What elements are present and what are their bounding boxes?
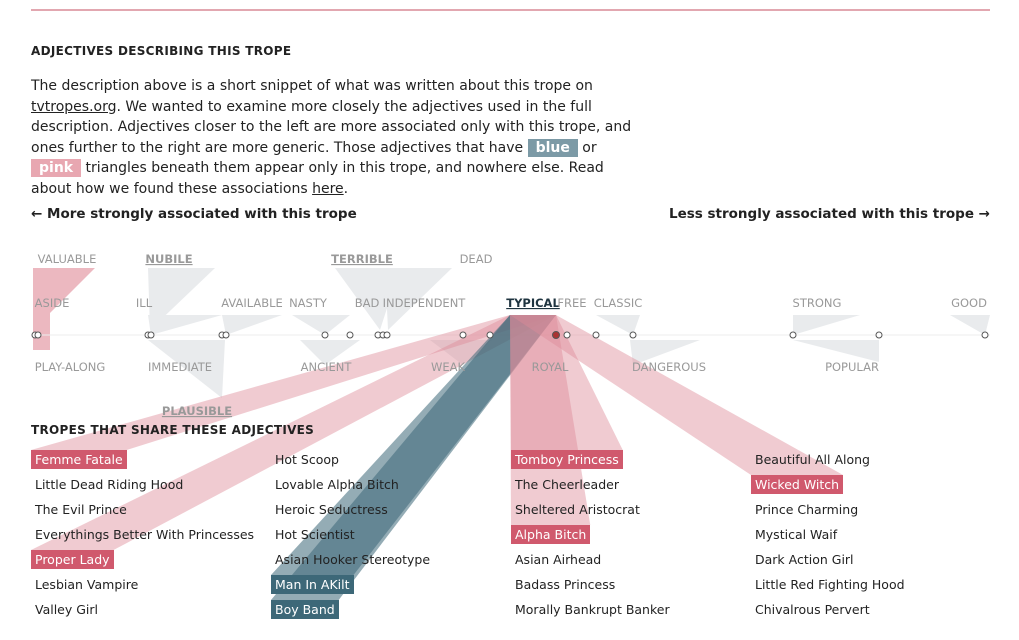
text: . xyxy=(343,180,349,197)
trope[interactable]: Little Red Fighting Hood xyxy=(755,577,905,592)
trope[interactable]: Man In AKilt xyxy=(271,575,354,594)
trope[interactable]: Femme Fatale xyxy=(31,450,127,469)
adjective: WEAK xyxy=(431,360,466,374)
adjective: AVAILABLE xyxy=(221,296,283,310)
trope[interactable]: The Cheerleader xyxy=(515,477,619,492)
trope[interactable]: Mystical Waif xyxy=(755,527,838,542)
dots xyxy=(31,331,989,339)
association-band xyxy=(31,315,556,550)
trope[interactable]: Proper Lady xyxy=(31,550,114,569)
adjective: NASTY xyxy=(289,296,328,310)
adjective: DEAD xyxy=(460,252,493,266)
triangles xyxy=(148,268,990,398)
adjective: BAD xyxy=(355,296,380,310)
adjective: NUBILE xyxy=(145,252,192,266)
text: or xyxy=(577,139,597,156)
association-band xyxy=(31,315,556,450)
trope[interactable]: Valley Girl xyxy=(35,602,99,617)
trope[interactable]: Tomboy Princess xyxy=(511,450,623,469)
left-label: ← More strongly associated with this tro… xyxy=(31,206,357,222)
trope[interactable]: Asian Hooker Stereotype xyxy=(275,552,431,567)
pink-badge: pink xyxy=(31,159,82,177)
adjective: TYPICAL xyxy=(506,296,560,310)
association-band xyxy=(510,315,844,475)
trope[interactable]: Sheltered Aristocrat xyxy=(515,502,640,517)
adjective: IMMEDIATE xyxy=(148,360,212,374)
trope[interactable]: Lovable Alpha Bitch xyxy=(275,477,399,492)
trope[interactable]: Badass Princess xyxy=(515,577,616,592)
blue-badge: blue xyxy=(527,138,578,157)
trope[interactable]: Prince Charming xyxy=(755,502,859,517)
adjective: DANGEROUS xyxy=(632,360,706,374)
trope[interactable]: Wicked Witch xyxy=(751,475,844,494)
section-title: ADJECTIVES DESCRIBING THIS TROPE xyxy=(31,44,292,58)
trope[interactable]: Morally Bankrupt Banker xyxy=(515,602,670,617)
adjective: ROYAL xyxy=(532,360,569,374)
association-band xyxy=(510,315,591,525)
trope[interactable]: Asian Airhead xyxy=(515,552,602,567)
trope[interactable]: Everythings Better With Princesses xyxy=(35,527,255,542)
text: triangles beneath them appear only in th… xyxy=(31,160,604,197)
trope[interactable]: Heroic Seductress xyxy=(275,502,388,517)
adjective: TERRIBLE xyxy=(331,252,393,266)
link[interactable]: tvtropes.org xyxy=(31,98,117,115)
adjective: VALUABLE xyxy=(38,252,97,266)
trope[interactable]: The Evil Prince xyxy=(35,502,127,517)
trope[interactable]: Lesbian Vampire xyxy=(35,577,139,592)
adjective: ASIDE xyxy=(35,296,70,310)
link[interactable]: here xyxy=(312,180,344,197)
association-band xyxy=(510,315,623,450)
adjective: PLAUSIBLE xyxy=(162,404,232,418)
trope[interactable]: Beautiful All Along xyxy=(755,452,870,467)
adjective: ILL xyxy=(136,296,153,310)
adjective: POPULAR xyxy=(825,360,879,374)
adjective: CLASSIC xyxy=(594,296,643,310)
trope[interactable]: Dark Action Girl xyxy=(755,552,854,567)
adjective: INDEPENDENT xyxy=(383,296,467,310)
adjective: ANCIENT xyxy=(301,360,353,374)
adjective: STRONG xyxy=(793,296,842,310)
trope[interactable]: Hot Scientist xyxy=(275,527,355,542)
trope[interactable]: Alpha Bitch xyxy=(511,525,591,544)
right-label: Less strongly associated with this trope… xyxy=(668,206,990,222)
trope[interactable]: Chivalrous Pervert xyxy=(755,602,870,617)
description: The description above is a short snippet… xyxy=(31,76,641,199)
adjective: GOOD xyxy=(951,296,987,310)
association-band xyxy=(271,315,556,600)
adjective: FREE xyxy=(557,296,586,310)
adjective: PLAY-ALONG xyxy=(35,360,106,374)
trope[interactable]: Little Dead Riding Hood xyxy=(35,477,184,492)
tropes-title: TROPES THAT SHARE THESE ADJECTIVES xyxy=(31,423,315,437)
trope[interactable]: Hot Scoop xyxy=(275,452,339,467)
text: The description above is a short snippet… xyxy=(31,78,593,94)
text: . We wanted to examine more closely the … xyxy=(31,98,632,156)
trope[interactable]: Boy Band xyxy=(271,600,339,619)
